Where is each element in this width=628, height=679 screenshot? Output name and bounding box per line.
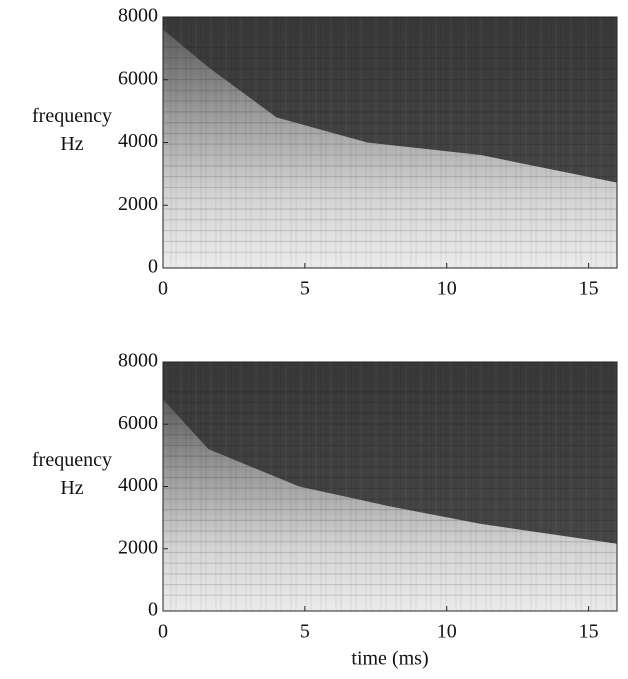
y-tick-label: 0: [148, 256, 158, 278]
x-axis-label: time (ms): [351, 648, 428, 670]
x-tick-label: 10: [437, 621, 457, 643]
x-tick-label: 10: [437, 278, 457, 300]
y-tick-label: 6000: [118, 412, 158, 434]
y-tick-label: 4000: [118, 130, 158, 152]
y-tick-label: 4000: [118, 474, 158, 496]
spectrogram-energy: [163, 399, 617, 611]
y-axis-label: frequency: [32, 449, 112, 471]
y-tick-label: 0: [148, 599, 158, 621]
y-tick-label: 2000: [118, 536, 158, 558]
spectrogram-energy: [163, 29, 617, 268]
y-tick-label: 8000: [118, 5, 158, 27]
y-tick-label: 8000: [118, 350, 158, 372]
y-axis-label: Hz: [60, 477, 83, 499]
y-tick-label: 6000: [118, 67, 158, 89]
x-tick-label: 0: [158, 278, 168, 300]
y-axis-label: Hz: [60, 133, 83, 155]
y-tick-label: 2000: [118, 193, 158, 215]
x-tick-label: 15: [579, 621, 599, 643]
x-tick-label: 5: [300, 621, 310, 643]
x-tick-label: 15: [579, 278, 599, 300]
x-tick-label: 0: [158, 621, 168, 643]
y-axis-label: frequency: [32, 105, 112, 127]
x-tick-label: 5: [300, 278, 310, 300]
